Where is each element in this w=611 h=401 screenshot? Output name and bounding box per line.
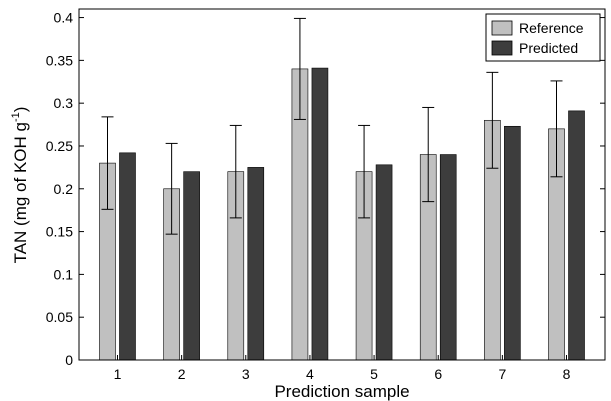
x-tick-label-4: 4 <box>306 366 314 382</box>
legend: Reference Predicted <box>485 13 601 62</box>
plot-frame <box>78 8 606 361</box>
y-axis-label-end: ) <box>11 107 30 113</box>
legend-swatch-predicted <box>491 40 513 56</box>
x-tick-label-6: 6 <box>434 366 442 382</box>
bar-predicted-5 <box>375 164 393 361</box>
y-axis-label-main: TAN (mg of KOH g <box>11 122 30 263</box>
x-axis-label: Prediction sample <box>274 382 409 401</box>
y-tick-label-0.35: 0.35 <box>46 52 73 68</box>
y-axis-label: TAN (mg of KOH g-1) <box>10 107 30 264</box>
bars-layer <box>99 67 585 361</box>
bar-predicted-8 <box>568 110 585 361</box>
bar-predicted-7 <box>504 125 521 361</box>
y-tick-label-0.4: 0.4 <box>54 10 74 26</box>
y-tick-label-0.2: 0.2 <box>54 181 74 197</box>
x-tick-label-7: 7 <box>498 366 506 382</box>
y-tick-label-0.3: 0.3 <box>54 95 74 111</box>
legend-label-predicted: Predicted <box>519 40 578 56</box>
x-tick-label-2: 2 <box>178 366 186 382</box>
bar-predicted-2 <box>183 171 200 361</box>
y-tick-label-0.25: 0.25 <box>46 138 73 154</box>
x-tick-label-1: 1 <box>114 366 122 382</box>
y-tick-label-0.1: 0.1 <box>54 266 74 282</box>
y-axis-label-superscript: -1 <box>10 112 22 122</box>
x-axis: 1 2 3 4 5 6 7 8 <box>114 355 571 382</box>
bar-predicted-3 <box>247 167 265 361</box>
bar-predicted-6 <box>439 154 457 361</box>
y-tick-label-0.05: 0.05 <box>46 309 73 325</box>
y-axis: 0 0.05 0.1 0.15 0.2 0.25 0.3 0.35 0.4 <box>46 10 605 368</box>
error-bars-layer <box>101 17 563 235</box>
bar-predicted-4 <box>311 67 329 361</box>
x-tick-label-5: 5 <box>370 366 378 382</box>
legend-label-reference: Reference <box>519 20 584 36</box>
x-tick-label-3: 3 <box>242 366 250 382</box>
y-tick-label-0.15: 0.15 <box>46 224 73 240</box>
bar-predicted-1 <box>119 152 136 361</box>
y-tick-label-0: 0 <box>65 352 73 368</box>
x-tick-label-8: 8 <box>563 366 571 382</box>
legend-swatch-reference <box>491 20 513 36</box>
